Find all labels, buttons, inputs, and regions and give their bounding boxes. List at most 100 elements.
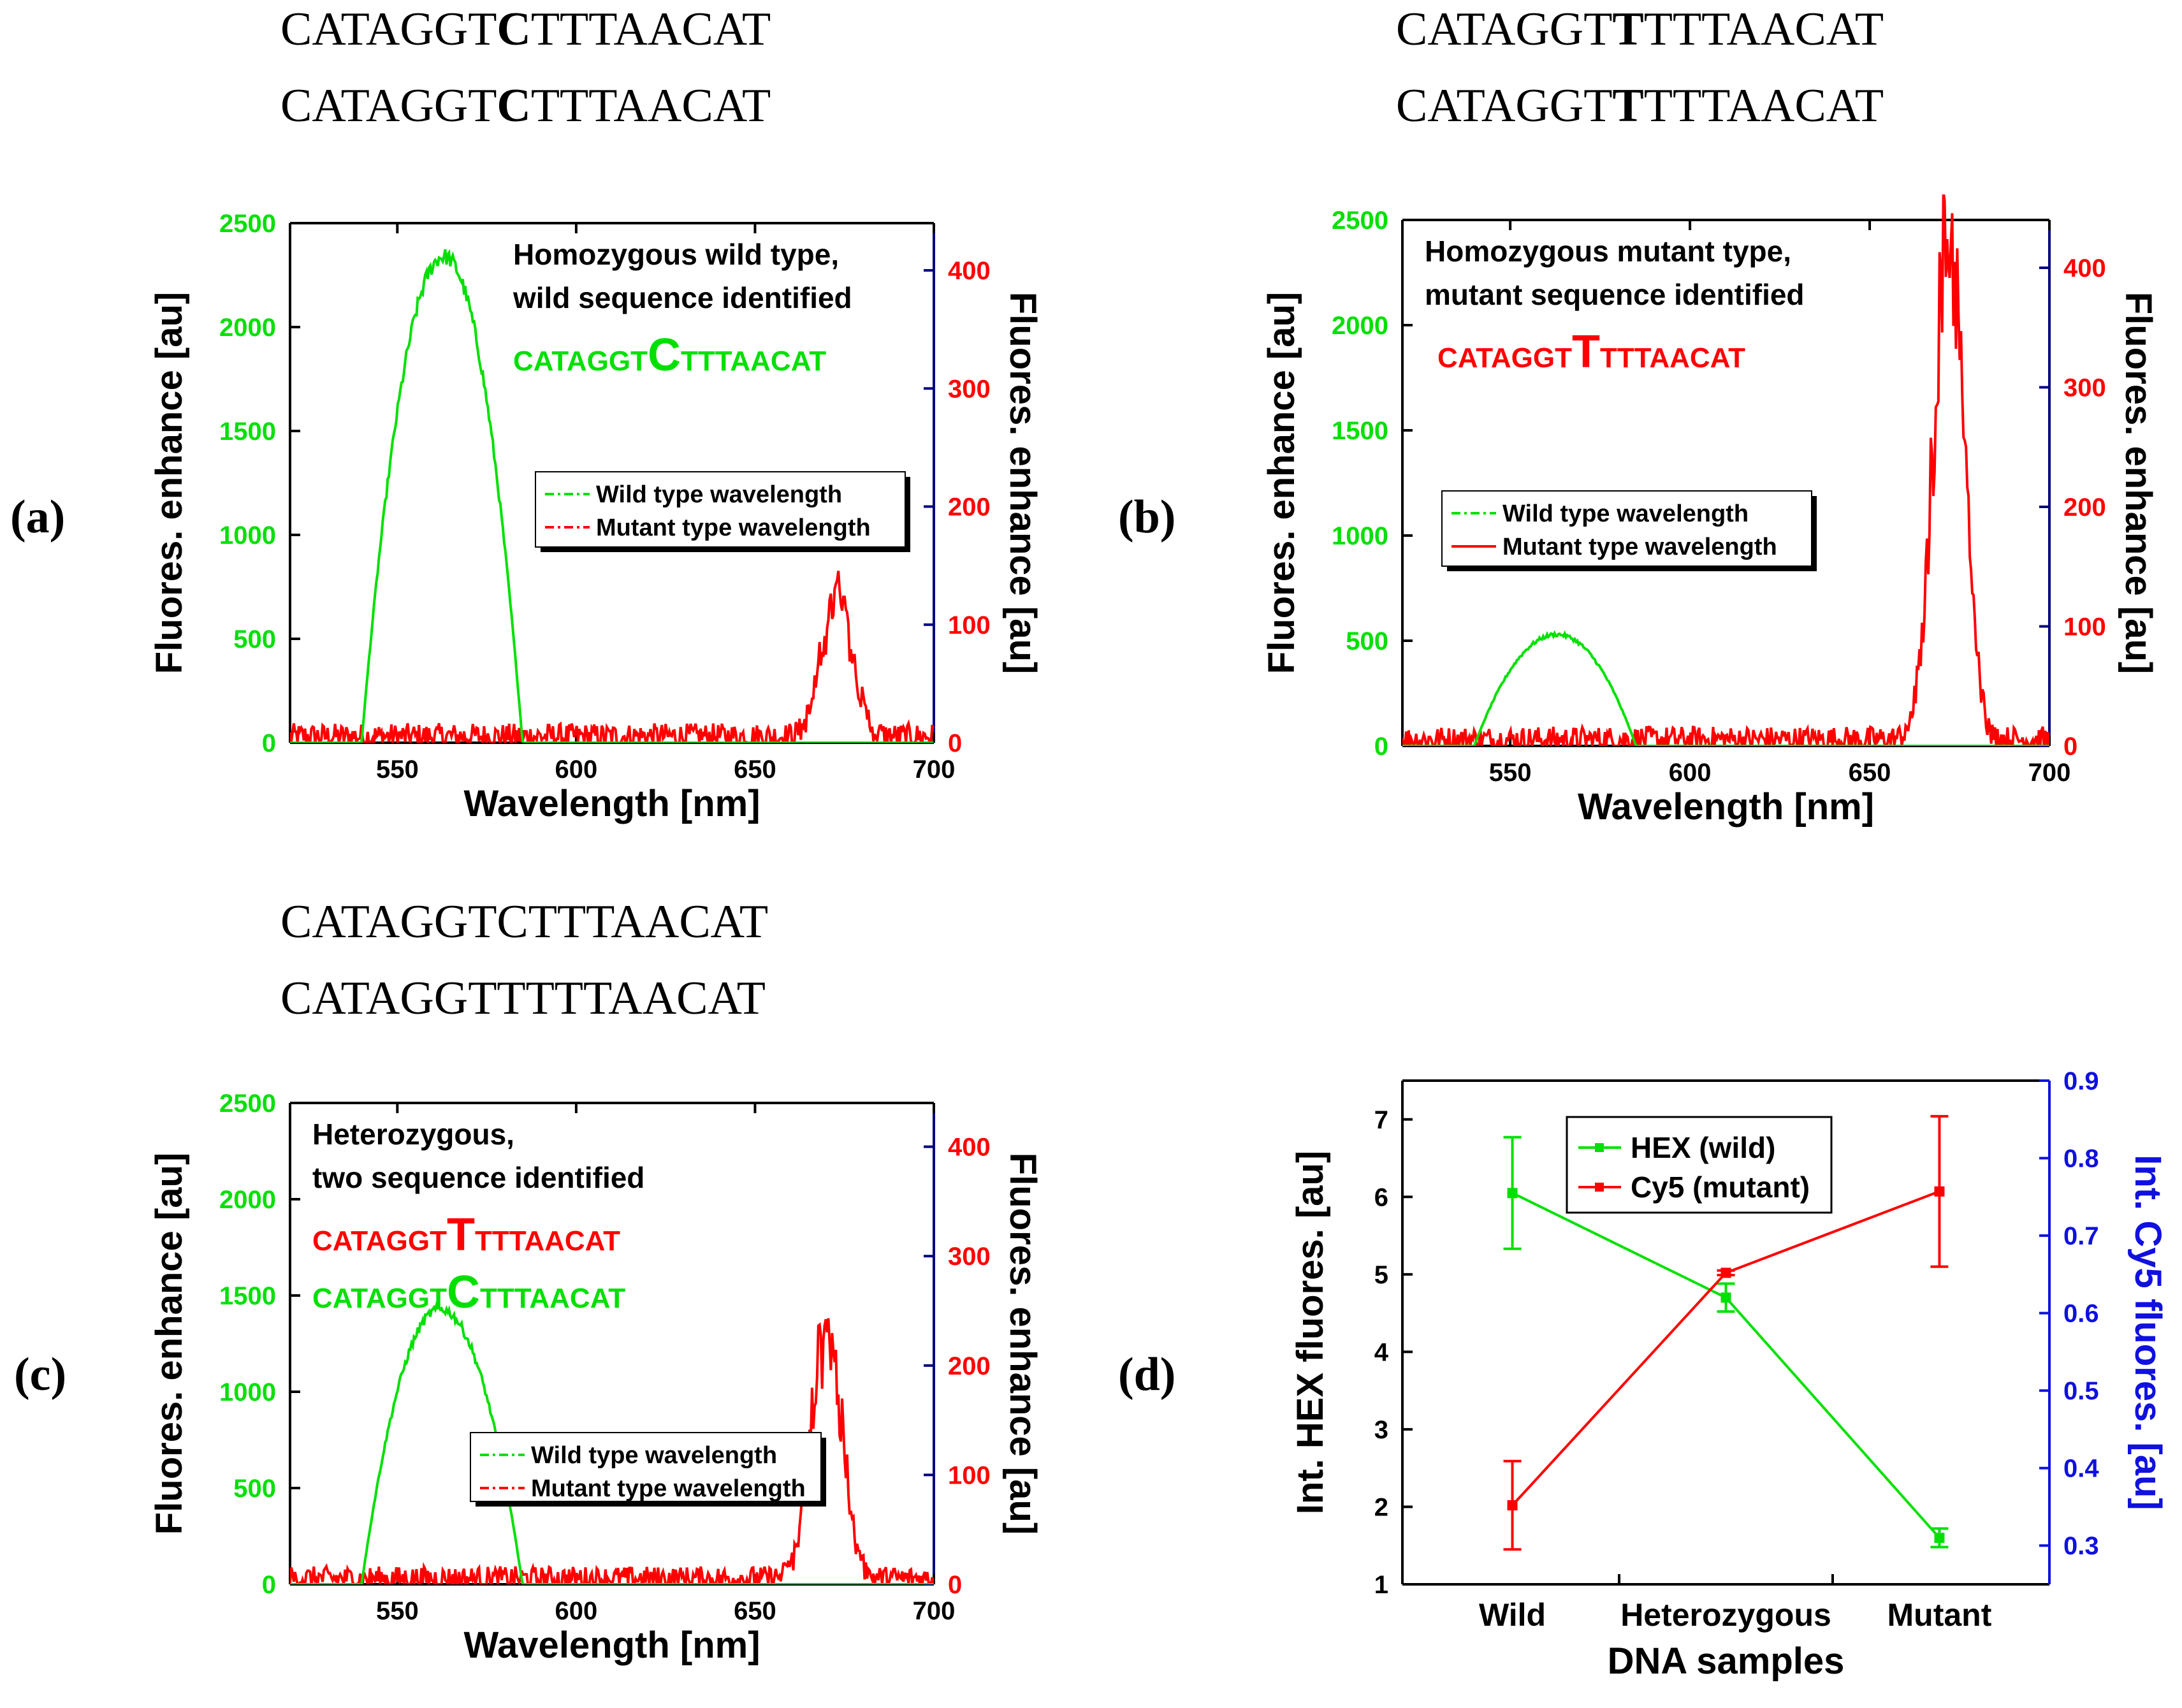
annotation-title-line: wild sequence identified xyxy=(513,281,852,314)
x-axis-label: DNA samples xyxy=(1608,1640,1845,1682)
y-left-tick-label: 4 xyxy=(1374,1338,1389,1366)
y-left-tick-label: 6 xyxy=(1374,1183,1388,1211)
legend-marker xyxy=(1595,1143,1604,1152)
panel-a: 550 600 650 7000500100015002000250001002003… xyxy=(10,210,1044,824)
seq-prefix: CATAGGT xyxy=(1437,342,1572,374)
panel-label: (c) xyxy=(14,1348,66,1401)
y-left-tick-label: 1000 xyxy=(219,1378,276,1406)
series-wild-line xyxy=(1402,630,2049,746)
legend-label: Wild type wavelength xyxy=(531,1442,777,1469)
y-right-tick-label: 0.7 xyxy=(2063,1222,2099,1250)
x-tick-label: 650 xyxy=(734,1597,776,1625)
panel-b: 550 600 650 7000500100015002000250001002003… xyxy=(1118,194,2159,828)
y-left-tick-label: 1 xyxy=(1374,1571,1388,1599)
panel-label-text: (b) xyxy=(1118,491,1175,543)
legend-box xyxy=(535,471,906,548)
x-axis-label: Wavelength [nm] xyxy=(463,1624,760,1666)
panel-label: (d) xyxy=(1118,1348,1175,1401)
y-left-tick-label: 2000 xyxy=(219,1186,276,1214)
y-left-tick-label: 2000 xyxy=(1332,312,1388,340)
y-right-tick-label: 300 xyxy=(2063,374,2106,402)
y-left-tick-label: 0 xyxy=(262,729,276,757)
legend-label: Cy5 (mutant) xyxy=(1631,1171,1810,1204)
y-left-tick-label: 0 xyxy=(1374,733,1388,761)
annotation-title-line: Homozygous wild type, xyxy=(513,238,839,271)
y-left-tick-label: 7 xyxy=(1374,1106,1388,1134)
y-right-tick-label: 200 xyxy=(948,493,991,522)
y-right-tick-label: 0 xyxy=(2063,733,2077,761)
panel-d: 1 2 3 4 5 6 7 0.3 0.4 0.5 0.6 0.7 0.8 0.9 Wild Heterozy… xyxy=(1118,1067,2169,1682)
legend-label: Wild type wavelength xyxy=(596,481,842,508)
identified-sequence: CATAGGTTTTTAACAT xyxy=(312,1209,620,1260)
x-tick-label: 550 xyxy=(376,1597,419,1625)
legend-box xyxy=(470,1432,822,1502)
seq-snp-base: T xyxy=(447,1209,475,1260)
seq-b-line-2: CATAGGTTTTTAACAT xyxy=(1396,80,1884,132)
y-right-tick-label: 0 xyxy=(948,1571,962,1599)
x-tick-label: 550 xyxy=(376,755,419,784)
y-left-tick-label: 1500 xyxy=(219,418,276,446)
seq-suffix: TTTAACAT xyxy=(1600,342,1745,374)
data-point xyxy=(1507,1188,1518,1199)
y-right-axis-label: Fluores. enhance [au] xyxy=(1002,292,1044,674)
y-left-tick-label: 1500 xyxy=(1332,417,1388,445)
seq-suffix: TTTAACAT xyxy=(475,1225,620,1257)
y-left-tick-label: 1000 xyxy=(219,522,276,550)
y-left-axis-label: Fluores. enhance [au] xyxy=(149,1153,190,1535)
panel-label-text: (c) xyxy=(14,1348,66,1401)
seq-b-line-1: CATAGGTTTTTAACAT xyxy=(1396,3,1884,55)
y-right-tick-label: 300 xyxy=(948,1243,991,1271)
y-left-axis-label: Fluores. enhance [au] xyxy=(149,292,190,674)
y-left-tick-label: 5 xyxy=(1374,1261,1388,1289)
series-wild-line xyxy=(290,249,934,743)
legend-label: Wild type wavelength xyxy=(1502,500,1749,527)
y-left-tick-label: 2500 xyxy=(219,1090,276,1118)
x-tick-label: 650 xyxy=(734,755,776,784)
data-point xyxy=(1934,1186,1945,1197)
legend-label: Mutant type wavelength xyxy=(531,1475,806,1502)
y-left-tick-label: 2000 xyxy=(219,314,276,342)
series-line-0 xyxy=(1511,1192,1940,1539)
y-right-tick-label: 0.3 xyxy=(2063,1532,2099,1560)
y-right-tick-label: 300 xyxy=(948,375,991,403)
legend-label: Mutant type wavelength xyxy=(596,515,871,541)
x-tick-label: 600 xyxy=(555,1597,598,1625)
seq-snp-base: C xyxy=(648,330,681,381)
series-wild-line xyxy=(290,1301,934,1584)
y-right-tick-label: 0.4 xyxy=(2063,1455,2099,1483)
y-right-tick-label: 400 xyxy=(2063,254,2106,282)
y-right-tick-label: 400 xyxy=(948,1134,991,1162)
seq-c-line-1: CATAGGTCTTTAACAT xyxy=(280,896,768,948)
y-right-tick-label: 200 xyxy=(2063,493,2106,522)
seq-prefix: CATAGGT xyxy=(312,1225,447,1257)
identified-sequence: CATAGGTCTTTAACAT xyxy=(312,1267,625,1318)
x-tick-label: 700 xyxy=(913,1597,956,1625)
y-left-tick-label: 0 xyxy=(262,1571,276,1599)
y-right-tick-label: 100 xyxy=(948,1461,991,1489)
annotation-title-line: two sequence identified xyxy=(312,1161,644,1194)
y-right-axis-label: Fluores. enhance [au] xyxy=(2118,292,2159,674)
data-point xyxy=(1507,1500,1518,1511)
panel-label: (b) xyxy=(1118,491,1175,543)
annotation-title-line: Homozygous mutant type, xyxy=(1425,235,1791,268)
data-point xyxy=(1720,1292,1731,1303)
legend-marker xyxy=(1595,1183,1604,1192)
y-right-tick-label: 100 xyxy=(2063,613,2106,641)
x-axis-label: Wavelength [nm] xyxy=(1578,786,1874,828)
seq-prefix: CATAGGT xyxy=(312,1283,447,1314)
x-tick-label: 700 xyxy=(913,755,956,784)
y-left-tick-label: 500 xyxy=(233,625,276,653)
series-mutant-line xyxy=(290,1318,934,1584)
data-point xyxy=(1720,1267,1731,1278)
x-tick-label: 550 xyxy=(1489,759,1532,787)
y-right-tick-label: 200 xyxy=(948,1352,991,1380)
x-category-label: Mutant xyxy=(1887,1597,1992,1633)
seq-a-line-1: CATAGGTCTTTAACAT xyxy=(280,3,771,55)
x-tick-label: 600 xyxy=(555,755,598,784)
seq-c-line-2: CATAGGTTTTTAACAT xyxy=(280,972,766,1025)
y-left-tick-label: 3 xyxy=(1374,1416,1388,1444)
panel-c: 550 600 650 7000500100015002000250001002003… xyxy=(14,1090,1044,1666)
y-right-tick-label: 0.8 xyxy=(2063,1145,2099,1173)
y-left-tick-label: 500 xyxy=(233,1475,276,1503)
